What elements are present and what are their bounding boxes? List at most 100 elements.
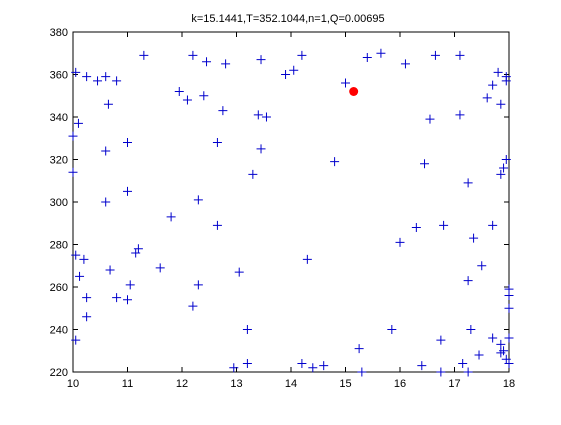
plus-marker [71, 67, 81, 77]
plus-marker [469, 233, 479, 243]
plus-marker [493, 67, 503, 77]
plus-marker [182, 95, 192, 105]
plus-marker [341, 78, 350, 88]
plus-marker [504, 303, 514, 313]
y-tick-label: 300 [50, 197, 68, 209]
plus-marker [112, 293, 122, 303]
plus-marker [504, 284, 514, 294]
plot-area [72, 31, 510, 373]
x-tick-label: 11 [122, 378, 133, 390]
plus-marker [501, 72, 511, 82]
plus-marker [376, 48, 386, 58]
plus-marker [131, 248, 141, 258]
plus-marker [488, 333, 498, 343]
plus-marker [488, 220, 498, 230]
plus-marker [125, 280, 135, 290]
axis-ticks [72, 31, 510, 373]
plus-marker [82, 72, 92, 82]
plus-marker [123, 295, 132, 305]
chart-title: k=15.1441,T=352.1044,n=1,Q=0.00695 [191, 13, 384, 25]
plus-marker [101, 197, 111, 207]
y-tick-label: 320 [50, 155, 68, 167]
plus-marker [68, 167, 78, 177]
plus-marker [202, 57, 212, 67]
y-tick-label: 380 [50, 27, 68, 39]
plus-marker [499, 346, 509, 356]
plus-marker [166, 212, 176, 222]
plus-marker [105, 265, 115, 275]
plus-marker [297, 50, 307, 60]
plus-marker [387, 325, 397, 334]
y-tick-label: 280 [50, 240, 68, 252]
plus-marker [482, 93, 492, 103]
plus-marker [362, 53, 372, 62]
plus-marker [417, 361, 427, 371]
y-tick-label: 240 [50, 325, 68, 337]
plus-marker [101, 146, 111, 156]
x-tick-label: 12 [176, 378, 188, 390]
plus-marker [463, 367, 473, 377]
plus-marker [430, 50, 440, 60]
plus-marker [75, 271, 85, 281]
plus-marker [79, 254, 89, 264]
x-tick-label: 15 [339, 378, 351, 390]
y-tick-label: 220 [50, 367, 68, 379]
plus-marker [302, 254, 312, 264]
plus-marker [212, 138, 222, 147]
plus-marker [248, 169, 258, 179]
x-tick-label: 10 [67, 378, 79, 390]
plus-marker [68, 131, 78, 141]
plus-marker [425, 114, 435, 124]
plus-marker [455, 110, 465, 120]
plus-marker [319, 361, 329, 371]
plus-marker [420, 159, 430, 169]
plus-marker [411, 223, 421, 232]
plus-marker [242, 325, 252, 334]
x-tick-label: 16 [394, 378, 406, 390]
plus-marker [221, 59, 231, 69]
y-tick-label: 340 [50, 112, 68, 124]
plus-marker [229, 363, 239, 373]
plus-marker [488, 80, 498, 90]
plus-marker [496, 339, 506, 349]
plus-marker [463, 276, 473, 286]
plus-marker [261, 112, 271, 122]
x-tick-label: 13 [230, 378, 242, 390]
plus-marker [499, 163, 509, 173]
plus-marker [501, 155, 511, 164]
plus-marker [436, 367, 446, 377]
plus-marker [477, 261, 487, 271]
plus-marker [504, 359, 514, 368]
plus-marker [330, 157, 340, 167]
plus-marker [103, 99, 113, 109]
plus-marker [71, 250, 81, 260]
plus-marker [82, 293, 92, 303]
plus-marker [93, 76, 103, 86]
plus-marker [496, 169, 506, 179]
plus-marker [395, 237, 405, 247]
plus-marker [436, 335, 446, 345]
plus-marker [458, 359, 468, 368]
plus-marker [193, 280, 203, 290]
plus-marker [474, 350, 484, 360]
plus-marker [199, 91, 209, 101]
tick-labels: 10 11 12 13 14 15 16 17 18 220 240 260 280 300 320 340 3… [50, 27, 515, 390]
y-tick-label: 260 [50, 282, 68, 294]
plus-marker [101, 72, 111, 82]
plus-marker [496, 99, 506, 109]
plus-marker [234, 267, 244, 277]
highlight-point [349, 87, 359, 96]
data-points [68, 48, 514, 377]
plus-marker [463, 178, 473, 188]
plus-marker [281, 70, 291, 79]
plus-marker [504, 333, 514, 343]
plus-marker [354, 344, 364, 354]
plus-marker [466, 325, 476, 334]
plus-marker [256, 55, 266, 65]
plus-marker [455, 50, 465, 60]
plus-marker [218, 106, 228, 116]
plus-marker [289, 65, 299, 75]
plus-marker [73, 118, 83, 128]
plus-marker [256, 144, 266, 154]
